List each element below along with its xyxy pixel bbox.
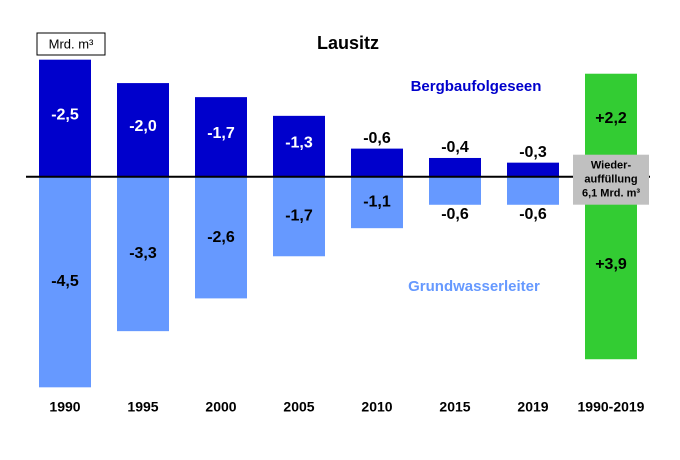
bar — [195, 176, 247, 299]
value-label: -1,7 — [285, 208, 313, 225]
legend-label: Grundwasserleiter — [408, 278, 540, 295]
annotation: 6,1 Mrd. m³ — [582, 188, 640, 200]
bar — [117, 176, 169, 332]
x-tick-label: 2019 — [517, 399, 548, 415]
annotation: Wieder- — [591, 160, 632, 172]
annotation-box — [573, 154, 649, 205]
chart-title: Lausitz — [317, 33, 379, 53]
x-tick-label: 1990-2019 — [578, 399, 645, 415]
x-tick-label: 2005 — [283, 399, 314, 415]
value-label: -4,5 — [51, 273, 79, 290]
bar — [117, 83, 169, 177]
legend-label: Bergbaufolgeseen — [411, 78, 542, 95]
value-label: -2,5 — [51, 106, 79, 123]
unit-box — [36, 32, 106, 56]
annotation: auffüllung — [584, 174, 637, 186]
y-axis-label: Mrd. m³ — [49, 36, 94, 51]
x-tick-label: 2010 — [361, 399, 392, 415]
value-label: -0,6 — [363, 130, 391, 147]
bar — [195, 97, 247, 177]
bar — [273, 115, 325, 177]
x-tick-label: 2000 — [205, 399, 236, 415]
value-label: -0,4 — [441, 139, 469, 156]
bar — [429, 176, 481, 205]
x-tick-label: 2015 — [439, 399, 470, 415]
bar — [507, 176, 559, 205]
bar — [273, 176, 325, 257]
x-tick-label: 1995 — [127, 399, 158, 415]
value-label: -0,6 — [441, 206, 469, 223]
value-label: -0,3 — [519, 144, 547, 161]
bar — [585, 176, 637, 360]
bar — [39, 176, 91, 388]
bar — [351, 176, 403, 229]
value-label: +3,9 — [595, 256, 627, 273]
value-label: -3,3 — [129, 245, 157, 262]
bar — [507, 162, 559, 177]
value-label: -0,6 — [519, 206, 547, 223]
value-label: -1,7 — [207, 125, 235, 142]
bar — [39, 59, 91, 177]
value-label: -1,3 — [285, 134, 313, 151]
bar — [351, 148, 403, 177]
value-label: -1,1 — [363, 194, 391, 211]
value-label: +2,2 — [595, 110, 627, 127]
value-label: -2,6 — [207, 229, 235, 246]
x-tick-label: 1990 — [49, 399, 80, 415]
value-label: -2,0 — [129, 118, 157, 135]
bar — [429, 157, 481, 177]
